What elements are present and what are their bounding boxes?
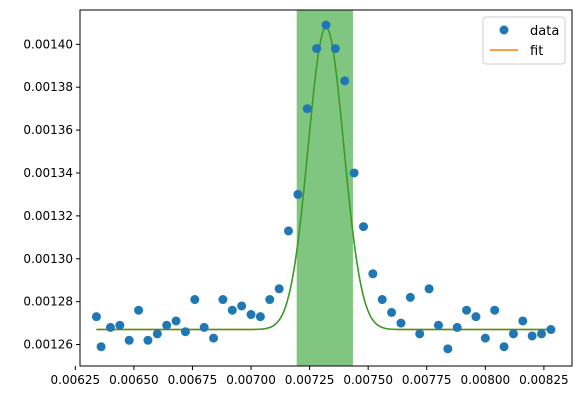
legend-data-marker-icon bbox=[499, 25, 509, 35]
data-point bbox=[227, 305, 237, 315]
data-point bbox=[508, 329, 518, 339]
legend: data fit bbox=[482, 16, 566, 65]
data-point bbox=[518, 316, 528, 326]
x-tick-label: 0.00625 bbox=[51, 373, 101, 387]
data-point bbox=[340, 76, 350, 86]
y-tick-label: 0.00134 bbox=[23, 166, 73, 180]
x-tick-label: 0.00650 bbox=[109, 373, 159, 387]
x-tick-label: 0.00825 bbox=[519, 373, 569, 387]
data-point bbox=[527, 331, 537, 341]
data-point bbox=[143, 335, 153, 345]
data-point bbox=[134, 305, 144, 315]
data-point bbox=[284, 226, 294, 236]
data-point bbox=[443, 344, 453, 354]
data-point bbox=[190, 295, 200, 305]
data-point bbox=[358, 222, 368, 232]
data-point bbox=[302, 104, 312, 114]
data-point bbox=[293, 189, 303, 199]
y-tick-label: 0.00138 bbox=[23, 80, 73, 94]
data-point bbox=[209, 333, 219, 343]
data-point bbox=[312, 44, 322, 54]
data-point bbox=[452, 322, 462, 332]
data-point bbox=[180, 327, 190, 337]
data-point bbox=[321, 20, 331, 30]
data-point bbox=[105, 322, 115, 332]
data-point bbox=[415, 329, 425, 339]
y-axis: 0.00126 0.00128 0.00130 0.00132 0.00134 0.001… bbox=[23, 37, 80, 352]
data-point bbox=[387, 307, 397, 317]
legend-fit-label: fit bbox=[530, 44, 543, 59]
data-point bbox=[265, 295, 275, 305]
highlight-span bbox=[296, 10, 353, 366]
model-line bbox=[96, 26, 551, 331]
data-point bbox=[330, 44, 340, 54]
y-tick-label: 0.00128 bbox=[23, 295, 73, 309]
data-point bbox=[152, 329, 162, 339]
x-tick-label: 0.00725 bbox=[285, 373, 335, 387]
data-point bbox=[546, 325, 556, 335]
data-point bbox=[424, 284, 434, 294]
data-point bbox=[471, 312, 481, 322]
data-point bbox=[462, 305, 472, 315]
data-point bbox=[162, 320, 172, 330]
data-point bbox=[246, 310, 256, 320]
y-tick-label: 0.00130 bbox=[23, 252, 73, 266]
data-point bbox=[405, 292, 415, 302]
data-point bbox=[115, 320, 125, 330]
y-tick-label: 0.00132 bbox=[23, 209, 73, 223]
data-point bbox=[96, 342, 106, 352]
data-point bbox=[124, 335, 134, 345]
y-tick-label: 0.00140 bbox=[23, 37, 73, 51]
data-point bbox=[433, 320, 443, 330]
data-point bbox=[199, 322, 209, 332]
y-tick-label: 0.00126 bbox=[23, 338, 73, 352]
x-tick-label: 0.00700 bbox=[226, 373, 276, 387]
data-point bbox=[349, 168, 359, 178]
x-axis: 0.00625 0.00650 0.00675 0.00700 0.00725 0.007… bbox=[51, 366, 569, 387]
data-point bbox=[490, 305, 500, 315]
legend-data-label: data bbox=[530, 24, 559, 39]
y-tick-label: 0.00136 bbox=[23, 123, 73, 137]
data-point bbox=[274, 284, 284, 294]
data-point bbox=[237, 301, 247, 311]
data-point bbox=[499, 342, 509, 352]
data-point bbox=[480, 333, 490, 343]
x-tick-label: 0.00675 bbox=[168, 373, 218, 387]
data-point bbox=[255, 312, 265, 322]
data-point bbox=[368, 269, 378, 279]
data-point bbox=[171, 316, 181, 326]
data-point bbox=[537, 329, 547, 339]
axes-frame bbox=[79, 9, 573, 367]
plot-area bbox=[91, 10, 556, 366]
x-tick-label: 0.00750 bbox=[343, 373, 393, 387]
data-point bbox=[377, 295, 387, 305]
x-tick-label: 0.00800 bbox=[461, 373, 511, 387]
data-point bbox=[396, 318, 406, 328]
data-point bbox=[218, 295, 228, 305]
x-tick-label: 0.00775 bbox=[402, 373, 452, 387]
data-point bbox=[91, 312, 101, 322]
